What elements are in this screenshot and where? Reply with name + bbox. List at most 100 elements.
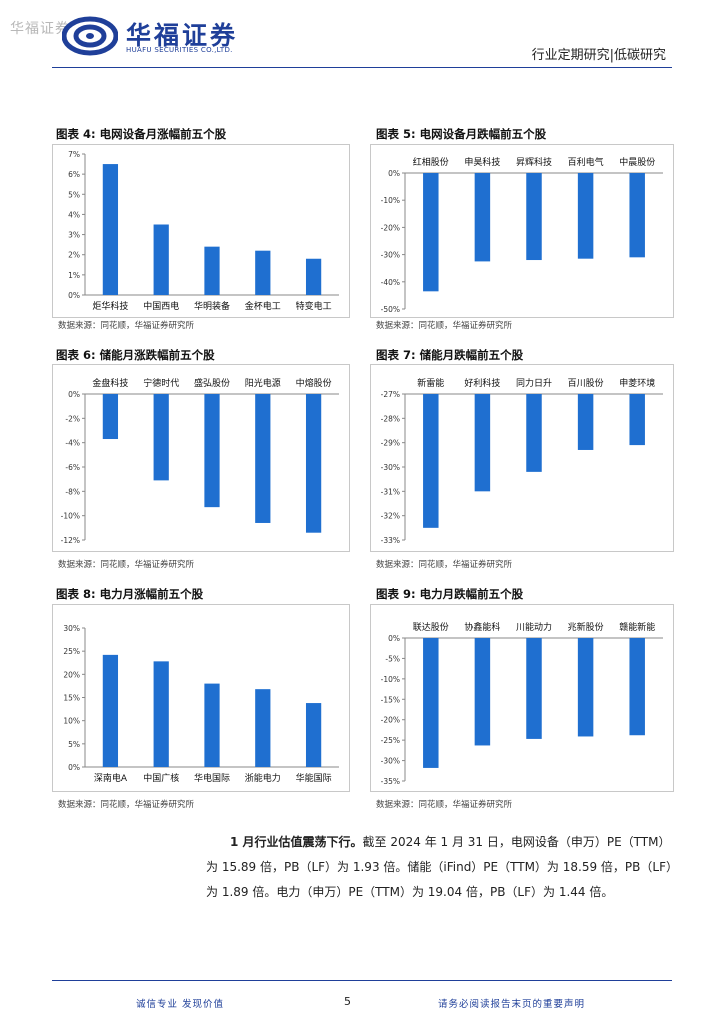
figure-9-source: 数据来源：同花顺，华福证券研究所 [376, 800, 513, 810]
y-tick-label: 0% [68, 763, 80, 772]
company-name-cn: 华福证券 [126, 21, 239, 50]
bar-特变电工 [305, 258, 322, 295]
y-tick-label: 0% [388, 634, 400, 643]
y-tick-label: 0% [68, 291, 80, 300]
category-label: 华明装备 [194, 300, 230, 312]
category-label: 百川股份 [568, 377, 604, 389]
header-divider [52, 67, 672, 68]
chart-8-svg: 0% 5% 10% 15% 20% 25% 30% 深南电A 中国广核 华电国际 浙能电力 华能国际 [63, 624, 339, 784]
chart-5-frame: 0% -10% -20% -30% -40% -50% 红相股份 申昊科技 昇辉科技 百利电气 中晨… [370, 144, 674, 318]
bar-协鑫能科 [474, 638, 491, 746]
y-tick-label: 3% [68, 231, 80, 240]
chart-4-frame: 0% 1% 2% 3% 4% 5% 6% 7% 炬华科技 中国西电 华明装备 金杯电工 特变电工 [52, 144, 350, 318]
y-tick-label: -32% [381, 512, 400, 521]
category-label: 联达股份 [413, 621, 449, 633]
bar-好利科技 [474, 394, 491, 492]
bar-红相股份 [423, 173, 439, 292]
bar-华明装备 [204, 246, 220, 295]
figure-5-title: 图表 5: 电网设备月跌幅前五个股 [376, 127, 547, 141]
chart-7-svg: -27% -28% -29% -30% -31% -32% -33% 新雷能 好利科技 同力日升 百… [381, 377, 663, 545]
bar-中熔股份 [305, 394, 322, 533]
category-label: 阳光电源 [245, 377, 281, 389]
paragraph-line-3: 为 1.89 倍。电力（申万）PE（TTM）为 19.04 倍，PB（LF）为 … [206, 885, 614, 899]
page-number: 5 [344, 995, 351, 1008]
y-tick-label: 2% [68, 251, 80, 260]
category-label: 中国广核 [143, 772, 179, 784]
category-label: 特变电工 [296, 300, 332, 312]
bar-新雷能 [423, 394, 439, 528]
y-tick-label: 1% [68, 271, 80, 280]
chart-6-frame: 0% -2% -4% -6% -8% -10% -12% 金盘科技 宁德时代 盛弘股份 阳光电源 中熔… [52, 364, 350, 552]
y-tick-label: 10% [63, 717, 80, 726]
y-tick-label: -30% [381, 251, 400, 260]
y-tick-label: -35% [381, 777, 400, 786]
category-label: 中熔股份 [296, 377, 332, 389]
bar-中国广核 [153, 661, 169, 767]
chart-9-frame: 0% -5% -10% -15% -20% -25% -30% -35% 联达股份 协鑫能科 川能动… [370, 604, 674, 792]
y-tick-label: 20% [63, 670, 80, 679]
report-type: 行业定期研究|低碳研究 [531, 48, 666, 63]
category-label: 盛弘股份 [194, 377, 230, 389]
chart-6-svg: 0% -2% -4% -6% -8% -10% -12% 金盘科技 宁德时代 盛弘股份 阳光电源 中熔… [61, 377, 339, 545]
y-tick-label: -6% [65, 463, 80, 472]
bar-浙能电力 [255, 689, 271, 767]
bar-兆新股份 [577, 638, 594, 737]
category-label: 红相股份 [413, 156, 449, 168]
category-label: 申昊科技 [464, 156, 500, 168]
category-label: 赣能新能 [619, 621, 655, 633]
category-label: 好利科技 [464, 377, 500, 389]
valuation-paragraph: 1 月行业估值震荡下行。截至 2024 年 1 月 31 日，电网设备（申万）P… [206, 830, 678, 905]
category-label: 中国西电 [143, 300, 179, 312]
y-tick-label: 5% [68, 740, 80, 749]
y-tick-label: 25% [63, 647, 80, 656]
bar-华能国际 [305, 703, 322, 767]
y-tick-label: -50% [381, 305, 400, 314]
bar-宁德时代 [153, 394, 169, 481]
y-tick-label: -30% [381, 463, 400, 472]
y-tick-label: -30% [381, 757, 400, 766]
y-tick-label: -31% [381, 487, 400, 496]
figure-8-title: 图表 8: 电力月涨幅前五个股 [56, 587, 204, 601]
category-label: 百利电气 [568, 156, 604, 168]
figure-7-source: 数据来源：同花顺，华福证券研究所 [376, 560, 513, 570]
figure-9-title: 图表 9: 电力月跌幅前五个股 [376, 587, 524, 601]
bar-深南电A [102, 654, 119, 767]
bar-中国西电 [153, 224, 169, 295]
bar-金盘科技 [102, 394, 119, 440]
bar-华电国际 [204, 683, 220, 767]
figure-8-source: 数据来源：同花顺，华福证券研究所 [58, 800, 195, 810]
y-tick-label: -10% [381, 675, 400, 684]
category-label: 华电国际 [194, 772, 230, 784]
category-label: 炬华科技 [92, 300, 128, 312]
category-label: 协鑫能科 [464, 621, 500, 633]
y-tick-label: -5% [385, 654, 400, 663]
category-label: 新雷能 [417, 377, 444, 389]
company-name-en: HUAFU SECURITIES CO.,LTD. [126, 46, 233, 54]
y-tick-label: -12% [61, 536, 80, 545]
y-tick-label: -10% [61, 512, 80, 521]
category-label: 金盘科技 [92, 377, 128, 389]
bar-赣能新能 [629, 638, 645, 736]
figure-6-title: 图表 6: 储能月涨跌幅前五个股 [56, 348, 215, 362]
y-tick-label: 0% [388, 169, 400, 178]
y-tick-label: -25% [381, 736, 400, 745]
paragraph-lead: 1 月行业估值震荡下行。 [230, 835, 363, 849]
paragraph-line-2: 为 15.89 倍，PB（LF）为 1.93 倍。储能（iFind）PE（TTM… [206, 860, 678, 874]
y-tick-label: -2% [65, 414, 80, 423]
y-tick-label: 7% [68, 150, 80, 159]
company-logo-icon [62, 16, 118, 56]
y-tick-label: -20% [381, 716, 400, 725]
y-tick-label: 4% [68, 210, 80, 219]
category-label: 中晨股份 [619, 156, 655, 168]
category-label: 兆新股份 [568, 621, 604, 633]
bar-百川股份 [577, 394, 594, 450]
y-tick-label: 30% [63, 624, 80, 633]
chart-5-svg: 0% -10% -20% -30% -40% -50% 红相股份 申昊科技 昇辉科技 百利电气 中晨… [381, 156, 663, 314]
y-tick-label: 6% [68, 170, 80, 179]
category-label: 金杯电工 [245, 300, 281, 312]
y-tick-label: 0% [68, 390, 80, 399]
y-tick-label: -33% [381, 536, 400, 545]
bar-百利电气 [577, 173, 594, 259]
footer-disclaimer: 请务必阅读报告末页的重要声明 [438, 999, 586, 1010]
bar-川能动力 [526, 638, 542, 739]
